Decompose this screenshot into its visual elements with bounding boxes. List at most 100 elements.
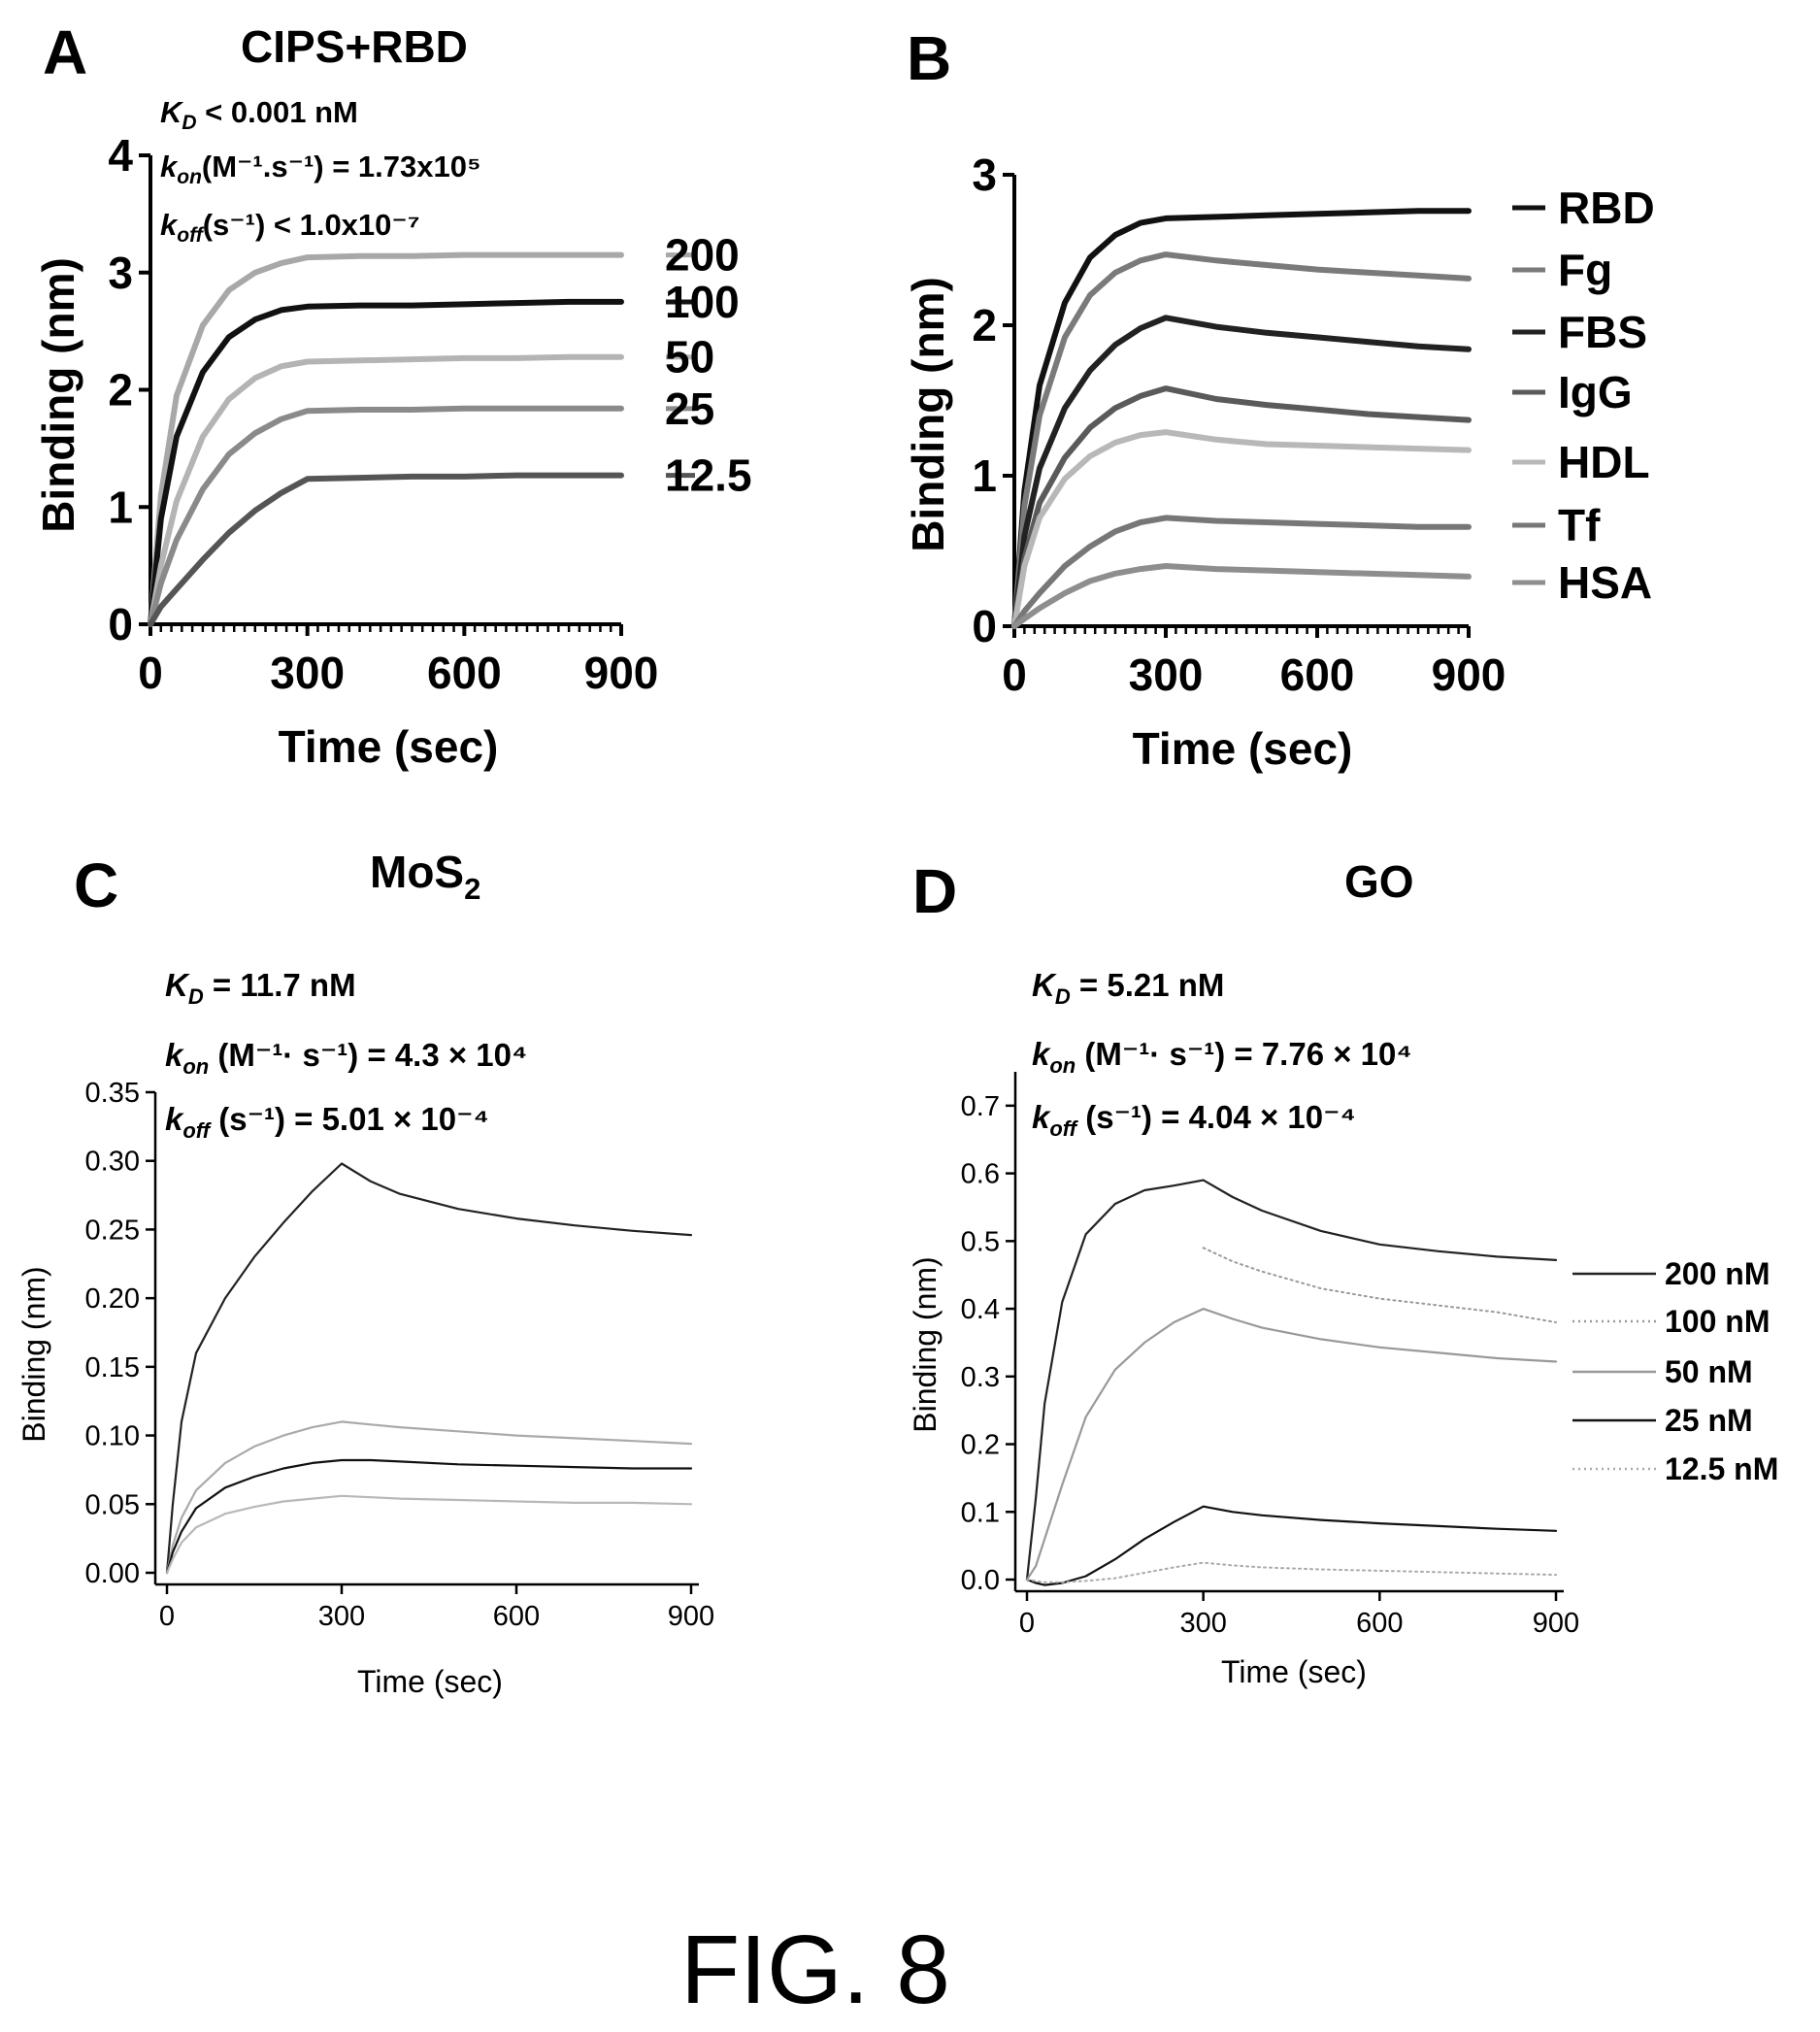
kon-symbol: k xyxy=(160,150,179,183)
panel-d-koff-annotation: koff (s⁻¹) = 4.04 × 10⁻⁴ xyxy=(1032,1099,1356,1141)
panel-a: A CIPS+RBD KD < 0.001 nM kon(M⁻¹.s⁻¹) = … xyxy=(33,17,752,772)
x-tick-label: 0 xyxy=(1019,1608,1035,1639)
y-tick-label: 1 xyxy=(972,450,997,501)
koff-subscript: off xyxy=(1049,1116,1078,1141)
panel-a-kd-annotation: KD < 0.001 nM xyxy=(160,95,358,134)
y-tick-label: 4 xyxy=(108,130,133,181)
y-tick-label: 0.7 xyxy=(961,1091,1000,1122)
kon-value: (M⁻¹.s⁻¹) = 1.73x10⁵ xyxy=(202,150,481,183)
kon-subscript: on xyxy=(182,1054,209,1079)
y-tick-label: 0.30 xyxy=(85,1147,140,1178)
x-tick-label: 0 xyxy=(138,648,163,698)
kd-symbol: K xyxy=(160,95,184,129)
x-tick-label: 300 xyxy=(1129,650,1204,700)
series-line xyxy=(148,405,624,627)
panel-d-plot: 0.0 0.1 0.2 0.3 0.4 0.5 0.6 0.7 0 300 600 900 200 nM… xyxy=(961,1072,1778,1639)
x-tick-label: 600 xyxy=(1280,650,1355,700)
series-line xyxy=(1011,515,1472,629)
series-line xyxy=(165,1494,693,1575)
series-line xyxy=(1011,208,1472,629)
panel-c-x-axis-label: Time (sec) xyxy=(357,1664,503,1699)
panel-c-koff-annotation: koff (s⁻¹) = 5.01 × 10⁻⁴ xyxy=(165,1101,489,1143)
figure-label: FIG. 8 xyxy=(680,1915,950,2024)
koff-subscript: off xyxy=(177,224,204,247)
panel-letter-d: D xyxy=(912,856,957,926)
y-tick-label: 2 xyxy=(972,300,997,350)
panel-b-plot: 0 1 2 3 0 300 600 900 RBD Fg FBS IgG HDL Tf HSA xyxy=(972,150,1654,700)
x-tick-label: 900 xyxy=(584,648,659,698)
panel-c-kon-annotation: kon (M⁻¹· s⁻¹) = 4.3 × 10⁴ xyxy=(165,1037,527,1079)
series-line xyxy=(148,251,624,627)
series-line xyxy=(1025,1179,1558,1582)
legend-label: Fg xyxy=(1558,245,1612,295)
kon-value: (M⁻¹· s⁻¹) = 4.3 × 10⁴ xyxy=(209,1037,527,1073)
y-tick-label: 3 xyxy=(972,150,997,200)
panel-b-y-axis-label: Binding (nm) xyxy=(903,277,953,552)
koff-value: (s⁻¹) = 4.04 × 10⁻⁴ xyxy=(1076,1099,1356,1135)
koff-symbol: k xyxy=(160,208,179,242)
y-tick-label: 0.1 xyxy=(961,1497,1000,1528)
x-tick-label: 900 xyxy=(1432,650,1506,700)
y-tick-label: 0.00 xyxy=(85,1558,140,1589)
legend-label: 25 xyxy=(665,383,714,434)
legend-label: 100 nM xyxy=(1665,1304,1770,1339)
panel-a-x-axis-label: Time (sec) xyxy=(279,721,499,772)
series-line xyxy=(148,472,624,627)
panel-a-title: CIPS+RBD xyxy=(241,21,468,72)
x-tick-label: 300 xyxy=(1179,1608,1226,1639)
legend-label: 12.5 nM xyxy=(1665,1451,1778,1486)
kd-subscript: D xyxy=(1055,984,1071,1009)
y-tick-label: 0.2 xyxy=(961,1430,1000,1461)
x-tick-label: 300 xyxy=(318,1601,365,1632)
series-line xyxy=(1011,385,1472,629)
series-line xyxy=(1202,1247,1557,1323)
koff-symbol: k xyxy=(1032,1099,1051,1135)
series-line xyxy=(148,353,624,627)
panel-c-kd-annotation: KD = 11.7 nM xyxy=(165,967,356,1009)
y-tick-label: 0.05 xyxy=(85,1489,140,1520)
panel-c-plot: 0.00 0.05 0.10 0.15 0.20 0.25 0.30 0.35 0 300 600 9… xyxy=(85,1078,715,1632)
koff-value: (s⁻¹) < 1.0x10⁻⁷ xyxy=(203,208,420,242)
panel-c-y-axis-label: Binding (nm) xyxy=(17,1266,51,1442)
legend-label: HDL xyxy=(1558,437,1650,487)
y-tick-label: 0.3 xyxy=(961,1362,1000,1393)
x-tick-label: 600 xyxy=(1356,1608,1403,1639)
x-tick-label: 300 xyxy=(270,648,345,698)
y-tick-label: 1 xyxy=(108,482,133,532)
series-line xyxy=(1011,315,1472,629)
kd-value: < 0.001 nM xyxy=(197,95,358,129)
y-tick-label: 0 xyxy=(108,599,133,650)
legend-label: RBD xyxy=(1558,183,1655,233)
legend-label: FBS xyxy=(1558,307,1647,357)
series-line xyxy=(148,298,624,627)
series-line xyxy=(1011,429,1472,629)
y-tick-label: 0.20 xyxy=(85,1283,140,1315)
x-tick-label: 900 xyxy=(668,1601,714,1632)
series-line xyxy=(1026,1561,1557,1583)
koff-symbol: k xyxy=(165,1101,184,1137)
kd-symbol: K xyxy=(165,967,190,1003)
kd-value: = 11.7 nM xyxy=(204,967,356,1003)
koff-value: (s⁻¹) = 5.01 × 10⁻⁴ xyxy=(210,1101,489,1137)
panel-a-y-axis-label: Binding (nm) xyxy=(33,257,83,533)
y-tick-label: 0.15 xyxy=(85,1352,140,1383)
legend-label: 50 nM xyxy=(1665,1354,1753,1389)
legend-label: 25 nM xyxy=(1665,1403,1753,1438)
panel-a-kon-annotation: kon(M⁻¹.s⁻¹) = 1.73x10⁵ xyxy=(160,150,481,188)
legend-label: 200 nM xyxy=(1665,1256,1770,1291)
panel-d-x-axis-label: Time (sec) xyxy=(1221,1654,1367,1689)
series-line xyxy=(165,1162,693,1575)
kd-value: = 5.21 nM xyxy=(1071,967,1225,1003)
kon-symbol: k xyxy=(1032,1036,1051,1072)
panel-c-title-main: MoS xyxy=(370,847,464,897)
legend-label: 12.5 xyxy=(665,450,752,501)
panel-d-kd-annotation: KD = 5.21 nM xyxy=(1032,967,1224,1009)
panel-d-y-axis-label: Binding (nm) xyxy=(908,1256,943,1432)
panel-letter-b: B xyxy=(907,23,951,93)
y-tick-label: 0.6 xyxy=(961,1159,1000,1190)
x-tick-label: 0 xyxy=(159,1601,175,1632)
kd-subscript: D xyxy=(188,984,204,1009)
panel-b-x-axis-label: Time (sec) xyxy=(1133,723,1353,774)
x-tick-label: 600 xyxy=(427,648,502,698)
